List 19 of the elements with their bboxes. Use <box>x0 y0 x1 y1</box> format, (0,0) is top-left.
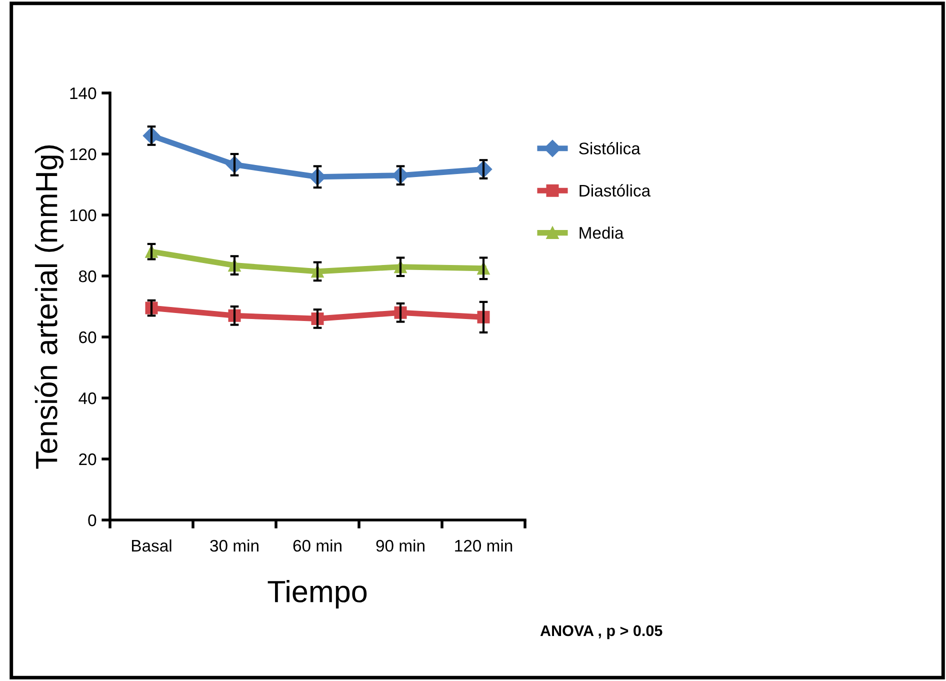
legend-label: Sistólica <box>579 142 640 154</box>
x-tick-label: 120 min <box>455 539 512 552</box>
y-tick-label: 20 <box>79 453 96 466</box>
x-tick-label: Basal <box>132 539 172 552</box>
y-tick-label: 80 <box>78 270 96 282</box>
y-tick-label: 40 <box>78 392 96 404</box>
x-tick-label: 90 min <box>376 539 424 552</box>
x-tick-label: 30 min <box>210 539 258 552</box>
y-tick-label: 60 <box>79 331 96 344</box>
legend-label: Media <box>580 226 624 239</box>
x-axis-title: Tiempo <box>268 580 367 608</box>
text: ANOVA , p > 0.05 <box>540 625 662 640</box>
y-axis-title: Tensión arterial (mmHg) <box>34 145 64 469</box>
y-tick-label: 140 <box>70 87 96 100</box>
legend-label: Diastólica <box>580 184 651 197</box>
y-tick-label: 120 <box>70 148 96 160</box>
x-tick-label: 60 min <box>293 539 342 552</box>
y-tick-label: 100 <box>70 209 96 222</box>
y-tick-label: 0 <box>88 514 96 526</box>
